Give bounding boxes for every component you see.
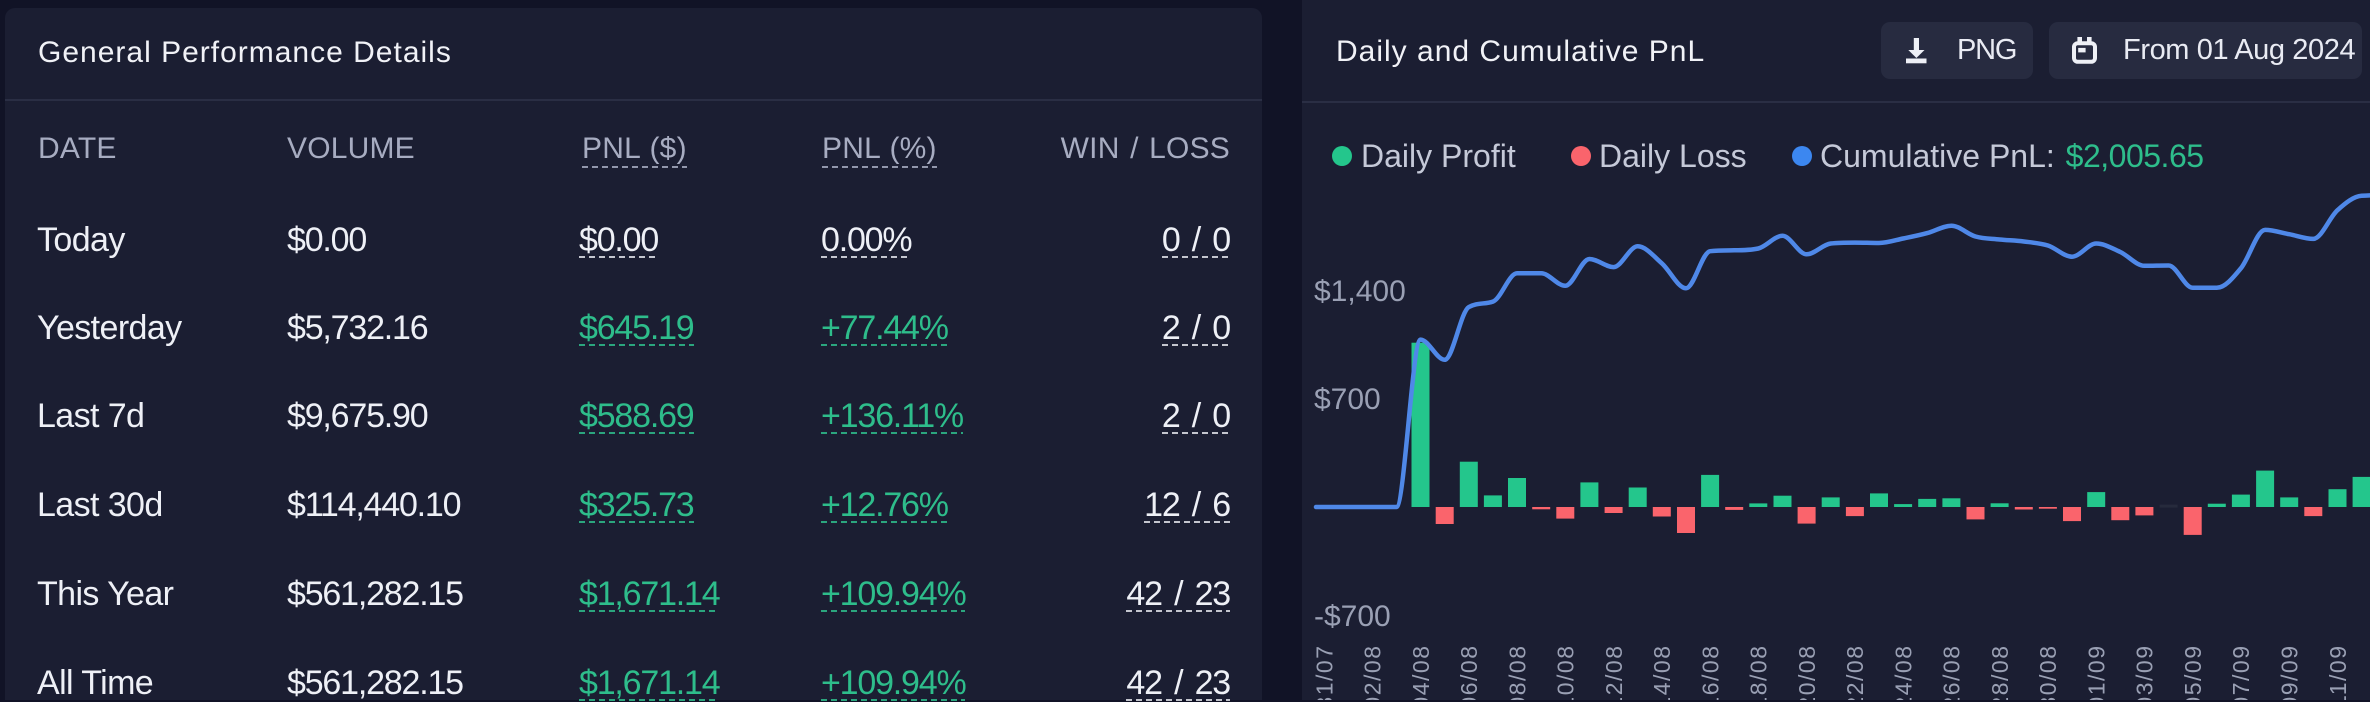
svg-text:14/08: 14/08 [1649,645,1675,701]
svg-text:$1,400: $1,400 [1314,275,1406,308]
svg-text:04/08: 04/08 [1408,645,1434,701]
svg-text:28/08: 28/08 [1987,644,2013,700]
svg-text:22/08: 22/08 [1842,645,1868,701]
svg-text:24/08: 24/08 [1890,645,1916,701]
svg-text:30/08: 30/08 [2035,645,2061,701]
svg-text:12/08: 12/08 [1601,645,1627,701]
svg-text:08/08: 08/08 [1504,645,1530,701]
svg-text:11/09: 11/09 [2325,645,2351,701]
svg-text:$700: $700 [1314,383,1381,416]
svg-text:26/08: 26/08 [1939,645,1965,701]
svg-text:-$700: -$700 [1314,600,1391,633]
svg-text:31/07: 31/07 [1311,645,1337,701]
svg-text:18/08: 18/08 [1746,645,1772,701]
svg-text:07/09: 07/09 [2228,645,2254,701]
svg-text:06/08: 06/08 [1456,645,1482,701]
svg-text:01/09: 01/09 [2084,645,2110,701]
svg-text:02/08: 02/08 [1360,645,1386,701]
svg-text:05/09: 05/09 [2180,645,2206,701]
svg-text:10/08: 10/08 [1553,645,1579,701]
svg-text:03/09: 03/09 [2132,645,2158,701]
svg-text:20/08: 20/08 [1794,645,1820,701]
svg-text:16/08: 16/08 [1697,645,1723,701]
svg-text:09/09: 09/09 [2277,645,2303,701]
